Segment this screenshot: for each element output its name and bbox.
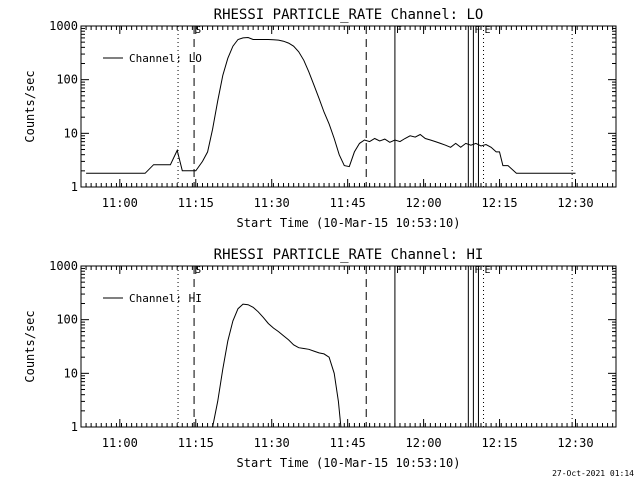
y-tick-label: 10 (64, 366, 78, 380)
event-marker-label: F (474, 265, 480, 276)
event-marker-label: F (474, 25, 480, 36)
legend-label: Channel: HI (129, 292, 202, 305)
x-tick-label: 11:30 (254, 436, 290, 450)
x-tick-label: 12:30 (557, 436, 593, 450)
event-marker-label: F (396, 265, 402, 276)
x-axis-label: Start Time (10-Mar-15 10:53:10) (237, 216, 461, 230)
footer-timestamp: 27-Oct-2021 01:14 (552, 469, 634, 478)
event-marker-label: S (195, 25, 201, 36)
chart-panel-0: RHESSI PARTICLE_RATE Channel: LO Start Ti… (23, 7, 617, 230)
x-tick-label: 12:15 (481, 436, 517, 450)
x-tick-label: 11:30 (254, 196, 290, 210)
event-marker-label: F (396, 25, 402, 36)
plot-frame (80, 25, 617, 188)
x-tick-label: 11:45 (330, 196, 366, 210)
plot-frame (80, 265, 617, 428)
y-tick-label: 1000 (49, 19, 78, 33)
y-tick-label: 1000 (49, 259, 78, 273)
chart-title: RHESSI PARTICLE_RATE Channel: HI (214, 247, 484, 263)
y-tick-label: 10 (64, 126, 78, 140)
x-axis-label: Start Time (10-Mar-15 10:53:10) (237, 456, 461, 470)
x-tick-label: 11:00 (102, 436, 138, 450)
chart-panel-1: RHESSI PARTICLE_RATE Channel: HI Start Ti… (23, 247, 617, 470)
series-line (212, 303, 342, 428)
y-tick-label: 100 (56, 313, 78, 327)
legend-label: Channel: LO (129, 52, 202, 65)
y-axis-label: Counts/sec (23, 310, 37, 382)
series-line (86, 36, 576, 174)
x-tick-label: 12:00 (406, 436, 442, 450)
x-tick-label: 11:00 (102, 196, 138, 210)
chart-title: RHESSI PARTICLE_RATE Channel: LO (214, 7, 484, 23)
y-tick-label: 1 (71, 180, 78, 194)
y-tick-label: 100 (56, 73, 78, 87)
y-axis-label: Counts/sec (23, 70, 37, 142)
x-tick-label: 12:30 (557, 196, 593, 210)
x-tick-label: 11:15 (178, 196, 214, 210)
x-tick-label: 11:15 (178, 436, 214, 450)
event-marker-label: E (485, 25, 491, 36)
x-tick-label: 12:00 (406, 196, 442, 210)
x-tick-label: 11:45 (330, 436, 366, 450)
x-tick-label: 12:15 (481, 196, 517, 210)
event-marker-label: E (485, 265, 491, 276)
event-marker-label: S (195, 265, 201, 276)
y-tick-label: 1 (71, 420, 78, 434)
